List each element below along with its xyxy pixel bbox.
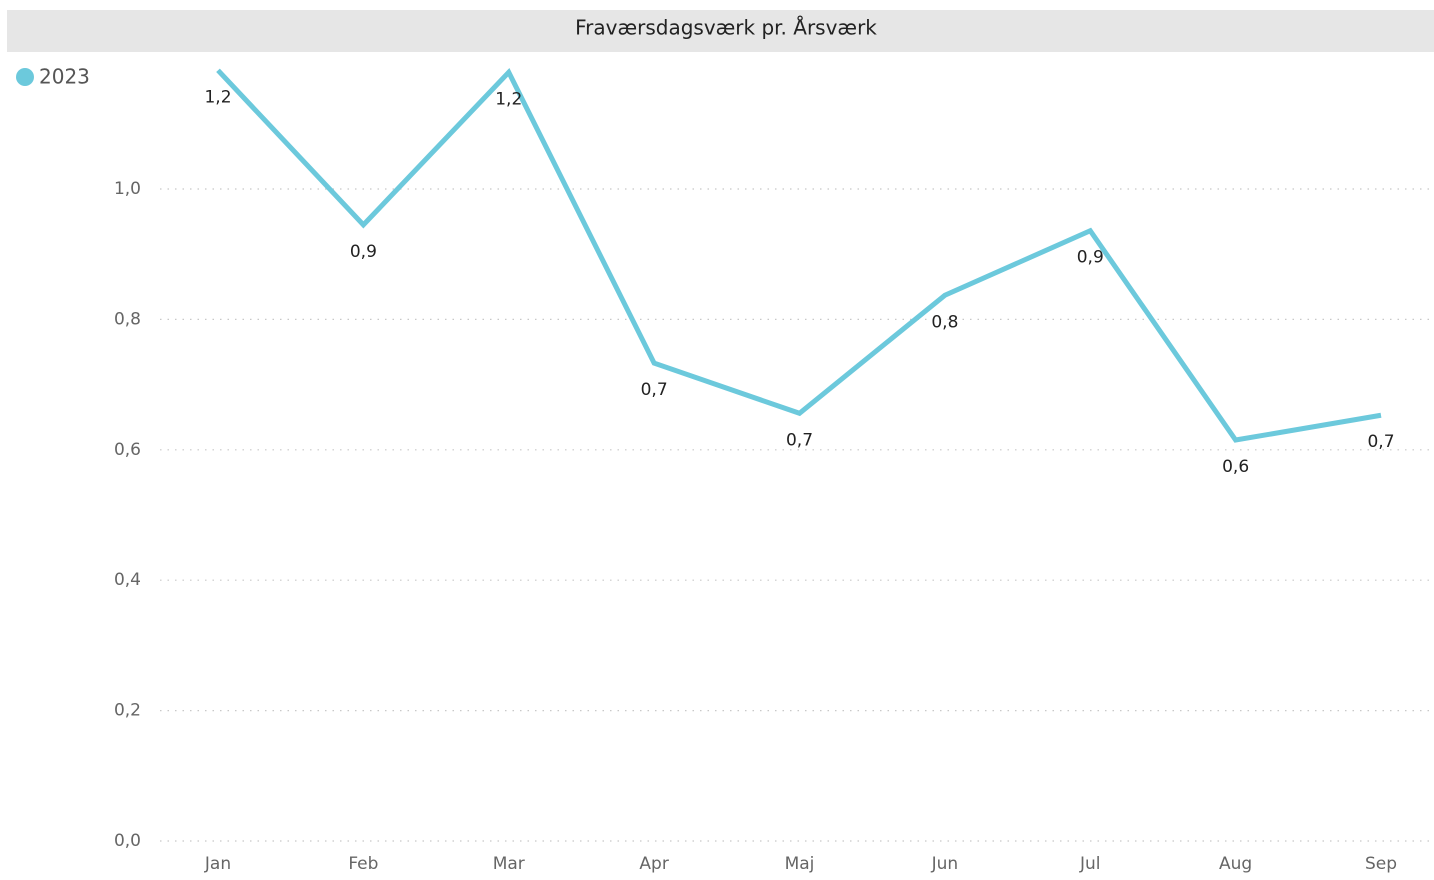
legend-marker <box>16 68 34 86</box>
y-tick-label: 0,4 <box>114 570 141 590</box>
x-tick-label: Jul <box>1079 854 1101 874</box>
data-label: 1,2 <box>204 87 231 107</box>
x-tick-label: Aug <box>1219 854 1252 874</box>
y-tick-label: 1,0 <box>114 179 141 199</box>
x-tick-label: Maj <box>785 854 815 874</box>
title-bar <box>7 10 1434 52</box>
x-tick-label: Jan <box>204 854 231 874</box>
data-label: 0,8 <box>931 312 958 332</box>
line <box>216 67 1382 443</box>
y-tick-label: 0,8 <box>114 309 141 329</box>
data-label: 0,9 <box>1077 248 1104 268</box>
x-tick-label: Jun <box>931 854 959 874</box>
x-tick-label: Sep <box>1365 854 1397 874</box>
data-label: 0,7 <box>1367 432 1394 452</box>
y-tick-label: 0,0 <box>114 831 141 851</box>
x-tick-label: Mar <box>493 854 525 874</box>
data-label: 1,2 <box>495 89 522 109</box>
data-label: 0,7 <box>786 430 813 450</box>
data-label: 0,6 <box>1222 457 1249 477</box>
legend-label: 2023 <box>39 65 90 89</box>
y-tick-label: 0,2 <box>114 701 141 721</box>
x-tick-label: Apr <box>639 854 668 874</box>
data-label: 0,9 <box>350 242 377 262</box>
y-tick-label: 0,6 <box>114 440 141 460</box>
data-label: 0,7 <box>641 380 668 400</box>
x-tick-label: Feb <box>348 854 378 874</box>
chart-title: Fraværsdagsværk pr. Årsværk <box>575 16 877 40</box>
